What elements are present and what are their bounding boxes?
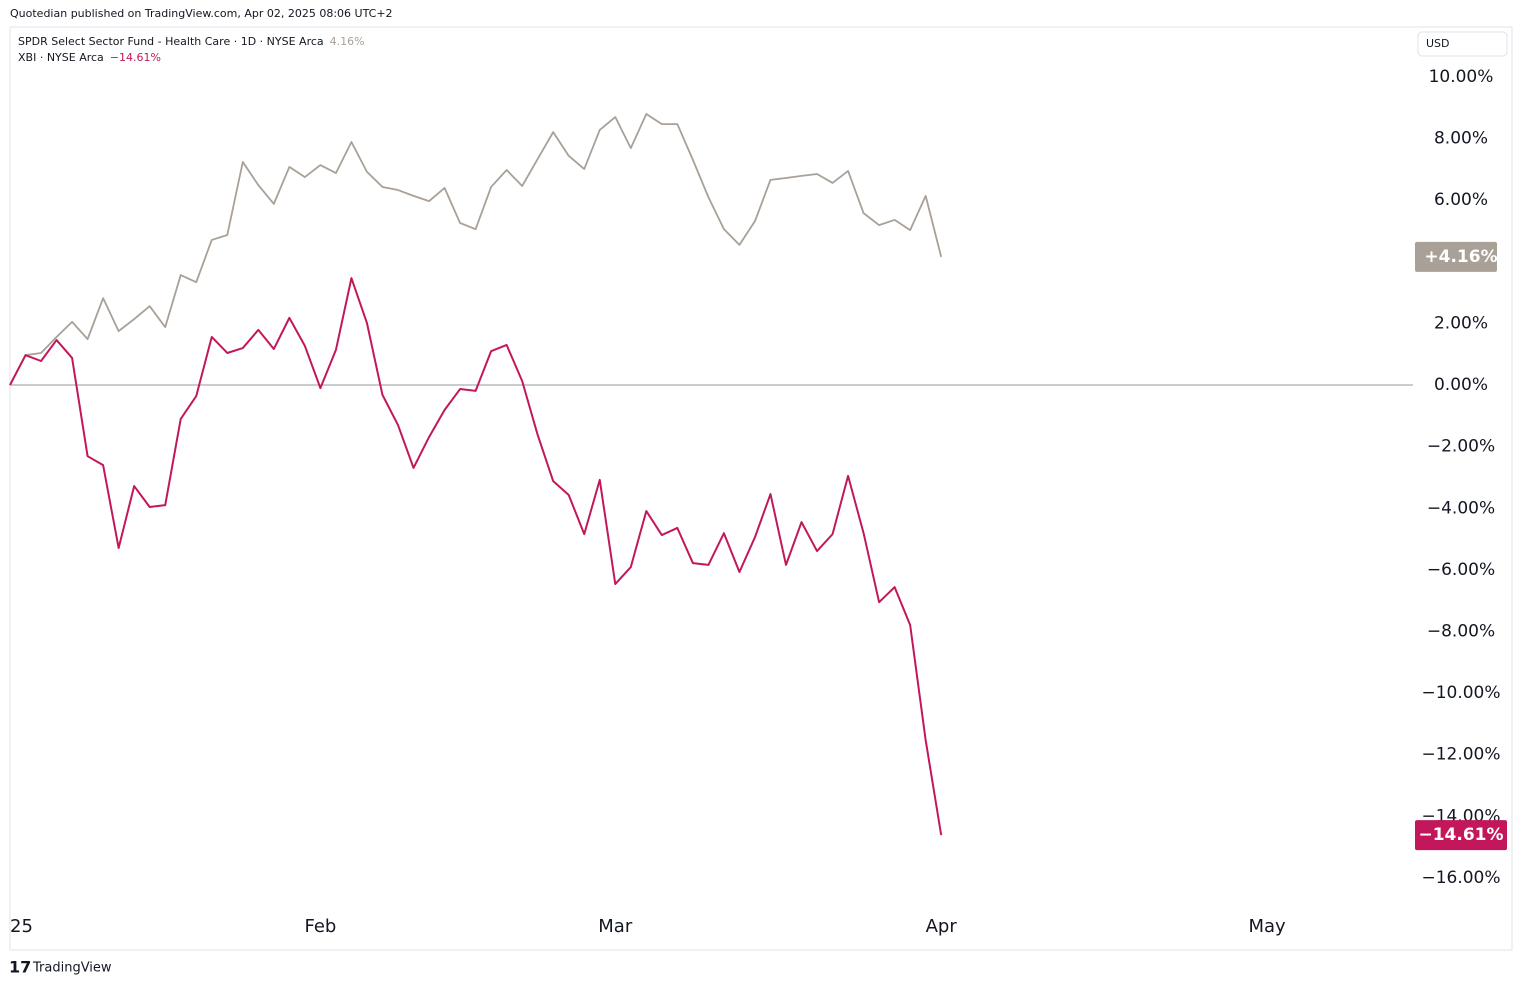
- logo-mark: 𝟭𝟳: [9, 958, 31, 977]
- last-value-label: −14.61%: [1418, 825, 1503, 845]
- last-value-label: +4.16%: [1424, 247, 1497, 267]
- x-tick-label: Mar: [598, 916, 633, 937]
- y-tick-label: −12.00%: [1421, 745, 1500, 765]
- plot: 10.00% 8.00% 6.00% 2.00% 0.00% −2.00% −4.00% −6…: [9, 67, 1507, 937]
- y-tick-label: 6.00%: [1434, 190, 1488, 210]
- currency-box[interactable]: [1417, 31, 1508, 57]
- legend-value: −14.61%: [110, 51, 161, 64]
- x-tick-label: May: [1249, 916, 1287, 937]
- x-tick-label: 25: [10, 916, 33, 937]
- y-tick-label: −10.00%: [1421, 683, 1500, 703]
- series-line: [9, 113, 943, 386]
- legend-value: 4.16%: [330, 35, 365, 48]
- currency[interactable]: USD: [1426, 37, 1450, 50]
- legend-entry[interactable]: SPDR Select Sector Fund - Health Care · …: [18, 35, 365, 48]
- y-tick-label: −2.00%: [1427, 437, 1495, 457]
- chart-frame: [9, 26, 1513, 951]
- last-value-badge: [1415, 241, 1497, 272]
- y-tick-label: 8.00%: [1434, 129, 1488, 149]
- brand: TradingView: [32, 961, 112, 976]
- legend-entry[interactable]: XBI · NYSE Arca −14.61%: [18, 51, 161, 64]
- y-tick-label: 2.00%: [1434, 313, 1488, 333]
- x-tick-label: Apr: [926, 916, 958, 937]
- publish-info: Quotedian published on TradingView.com, …: [10, 7, 393, 20]
- series-line: [9, 277, 943, 836]
- last-value-badge: [1415, 820, 1507, 851]
- y-tick-label: −6.00%: [1427, 560, 1495, 580]
- y-tick-label: −4.00%: [1427, 498, 1495, 518]
- y-tick-label: −8.00%: [1427, 621, 1495, 641]
- y-tick-label: 10.00%: [1429, 67, 1494, 87]
- legend-name[interactable]: SPDR Select Sector Fund - Health Care · …: [18, 35, 324, 48]
- y-tick-label: −16.00%: [1421, 868, 1500, 888]
- legend-name[interactable]: XBI · NYSE Arca: [18, 51, 104, 64]
- y-tick-label: 0.00%: [1434, 375, 1488, 395]
- x-tick-label: Feb: [304, 916, 336, 937]
